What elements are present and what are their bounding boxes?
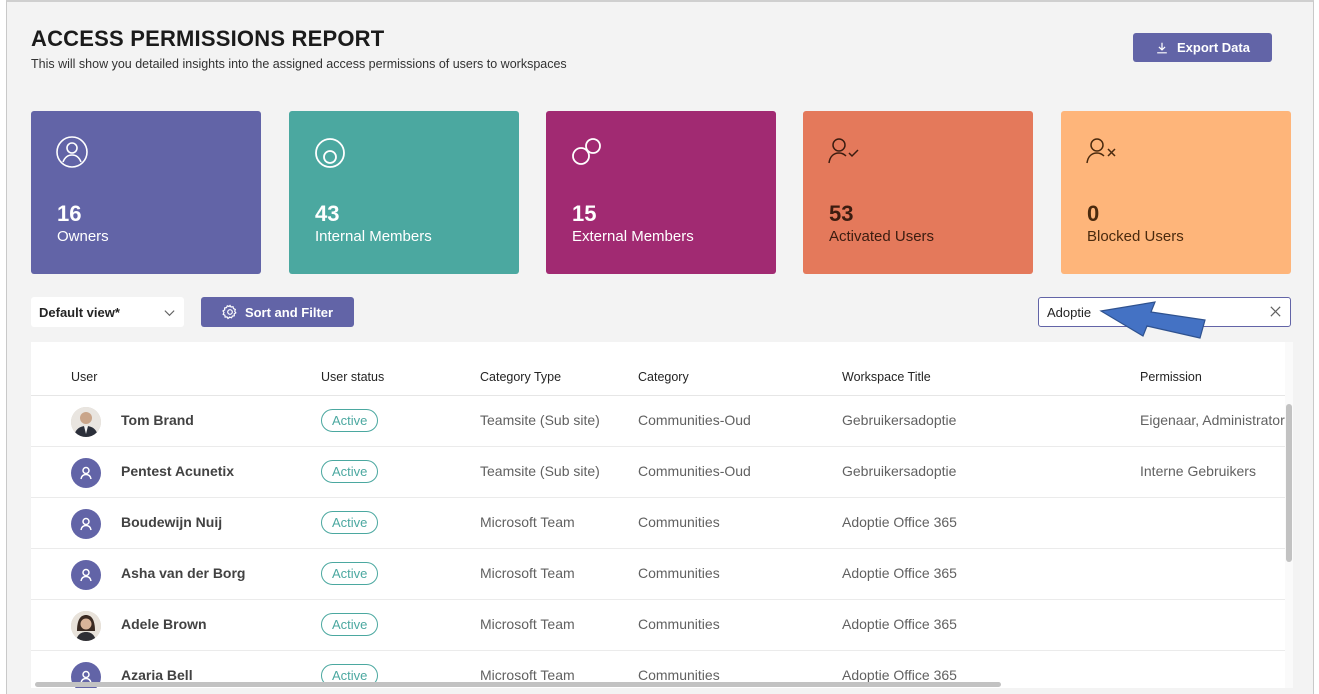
internal-members-count: 43 xyxy=(315,201,340,226)
internal-member-icon xyxy=(315,138,345,168)
table-row[interactable]: Tom Brand Active Teamsite (Sub site) Com… xyxy=(31,396,1291,447)
table-row[interactable]: Boudewijn Nuij Active Microsoft Team Com… xyxy=(31,498,1291,549)
status-badge: Active xyxy=(321,409,379,432)
user-name: Adele Brown xyxy=(121,616,207,632)
workspace-title: Adoptie Office 365 xyxy=(842,616,957,632)
view-dropdown[interactable]: Default view* xyxy=(31,297,184,327)
category: Communities xyxy=(638,565,720,581)
user-name: Pentest Acunetix xyxy=(121,463,235,479)
column-header-workspace-title[interactable]: Workspace Title xyxy=(842,370,931,384)
status-badge: Active xyxy=(321,511,379,534)
category: Communities-Oud xyxy=(638,463,751,479)
status-badge: Active xyxy=(321,613,379,636)
person-icon xyxy=(80,466,92,480)
blocked-users-card[interactable]: 0 Blocked Users xyxy=(1061,111,1291,274)
table-header: User User status Category Type Category … xyxy=(31,342,1291,396)
vertical-scrollbar[interactable] xyxy=(1285,342,1293,688)
activated-users-label: Activated Users xyxy=(829,228,935,245)
column-header-user-status[interactable]: User status xyxy=(321,370,385,384)
avatar xyxy=(71,611,101,641)
close-icon[interactable] xyxy=(1269,305,1282,318)
column-header-user[interactable]: User xyxy=(71,370,98,384)
permission: Interne Gebruikers xyxy=(1140,463,1256,479)
category-type: Microsoft Team xyxy=(480,667,575,683)
category: Communities xyxy=(638,667,720,683)
workspace-title: Gebruikersadoptie xyxy=(842,463,957,479)
external-member-icon xyxy=(572,138,601,165)
avatar xyxy=(71,509,101,539)
blocked-users-label: Blocked Users xyxy=(1087,228,1184,245)
permissions-table: User User status Category Type Category … xyxy=(31,342,1291,688)
view-dropdown-value: Default view* xyxy=(39,304,120,320)
horizontal-scrollbar[interactable] xyxy=(31,680,1285,688)
column-header-category[interactable]: Category xyxy=(638,370,689,384)
status-badge: Active xyxy=(321,562,379,585)
blocked-users-count: 0 xyxy=(1087,201,1100,226)
category-type: Microsoft Team xyxy=(480,514,575,530)
person-icon xyxy=(80,670,92,684)
category: Communities-Oud xyxy=(638,412,751,428)
permission: Eigenaar, Administrator xyxy=(1140,412,1285,428)
user-name: Asha van der Borg xyxy=(121,565,246,581)
horizontal-scrollbar-thumb[interactable] xyxy=(35,682,1001,687)
external-members-label: External Members xyxy=(572,228,694,245)
table-row[interactable]: Pentest Acunetix Active Teamsite (Sub si… xyxy=(31,447,1291,498)
person-icon xyxy=(80,517,92,531)
export-data-button[interactable]: Export Data xyxy=(1133,33,1272,62)
workspace-title: Adoptie Office 365 xyxy=(842,514,957,530)
category-type: Microsoft Team xyxy=(480,616,575,632)
column-header-permission[interactable]: Permission xyxy=(1140,370,1202,384)
owners-card[interactable]: 16 Owners xyxy=(31,111,261,274)
export-data-label: Export Data xyxy=(1177,40,1250,55)
avatar xyxy=(71,560,101,590)
user-check-icon xyxy=(828,138,859,164)
chevron-down-icon xyxy=(164,309,175,316)
page-subtitle: This will show you detailed insights int… xyxy=(31,57,567,71)
vertical-scrollbar-thumb[interactable] xyxy=(1286,404,1292,562)
category-type: Teamsite (Sub site) xyxy=(480,412,600,428)
status-badge: Active xyxy=(321,460,379,483)
sort-filter-label: Sort and Filter xyxy=(244,304,334,320)
workspace-title: Adoptie Office 365 xyxy=(842,667,957,683)
external-members-card[interactable]: 15 External Members xyxy=(546,111,776,274)
sort-filter-button[interactable]: Sort and Filter xyxy=(201,297,354,327)
category: Communities xyxy=(638,514,720,530)
table-row[interactable]: Asha van der Borg Active Microsoft Team … xyxy=(31,549,1291,600)
user-name: Boudewijn Nuij xyxy=(121,514,223,530)
owners-label: Owners xyxy=(57,228,109,245)
column-header-category-type[interactable]: Category Type xyxy=(480,370,562,384)
download-icon xyxy=(1157,42,1167,53)
person-icon xyxy=(80,568,92,582)
search-box[interactable] xyxy=(1038,297,1291,327)
workspace-title: Adoptie Office 365 xyxy=(842,565,957,581)
report-page: ACCESS PERMISSIONS REPORT This will show… xyxy=(6,0,1314,694)
user-blocked-icon xyxy=(1086,138,1116,164)
user-name: Azaria Bell xyxy=(121,667,193,683)
search-input[interactable] xyxy=(1047,304,1257,320)
workspace-title: Gebruikersadoptie xyxy=(842,412,957,428)
category: Communities xyxy=(638,616,720,632)
internal-members-label: Internal Members xyxy=(315,228,432,245)
gear-icon xyxy=(222,304,237,320)
avatar xyxy=(71,458,101,488)
owners-count: 16 xyxy=(57,201,82,226)
internal-members-card[interactable]: 43 Internal Members xyxy=(289,111,519,274)
user-name: Tom Brand xyxy=(121,412,194,428)
avatar xyxy=(71,407,101,437)
activated-users-card[interactable]: 53 Activated Users xyxy=(803,111,1033,274)
category-type: Teamsite (Sub site) xyxy=(480,463,600,479)
user-circle-icon xyxy=(56,136,88,168)
category-type: Microsoft Team xyxy=(480,565,575,581)
external-members-count: 15 xyxy=(572,201,597,226)
page-title: ACCESS PERMISSIONS REPORT xyxy=(31,26,385,51)
activated-users-count: 53 xyxy=(829,201,854,226)
table-row[interactable]: Adele Brown Active Microsoft Team Commun… xyxy=(31,600,1291,651)
